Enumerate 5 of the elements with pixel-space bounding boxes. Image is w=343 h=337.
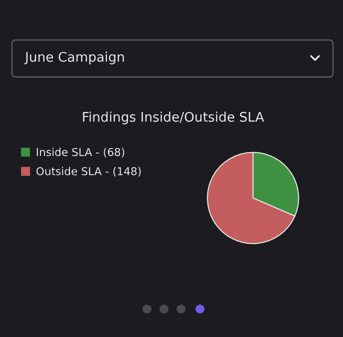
legend-label: Outside SLA - (148) <box>36 166 141 177</box>
legend-label: Inside SLA - (68) <box>36 148 124 158</box>
text: June Campaign <box>24 52 124 64</box>
chart-title: Findings Inside/Outside SLA <box>83 112 264 124</box>
pie-slice <box>206 152 296 244</box>
